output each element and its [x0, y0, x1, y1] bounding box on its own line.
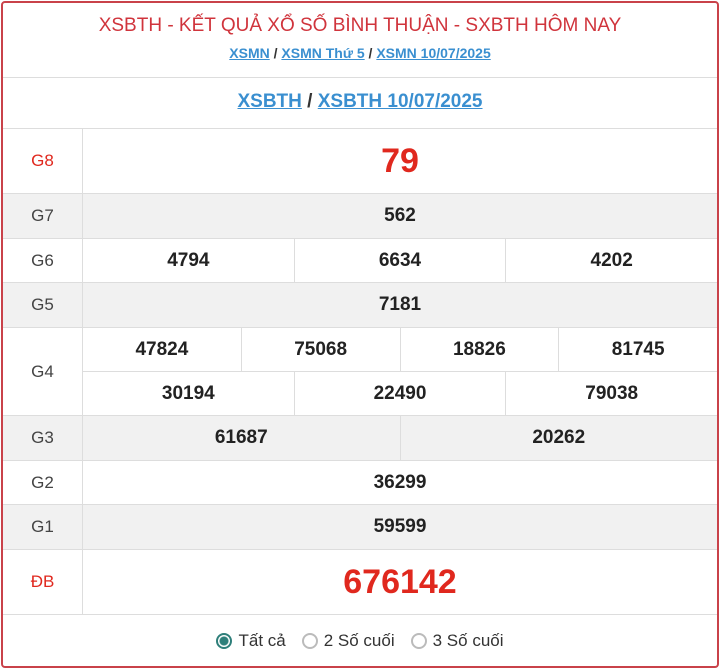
- prize-number: 20262: [399, 416, 718, 460]
- prize-number: 30194: [161, 382, 215, 404]
- prize-label: G4: [3, 328, 83, 415]
- link-xsmn[interactable]: XSMN: [229, 45, 270, 61]
- prize-row-g8: G8 79: [3, 129, 717, 194]
- breadcrumb: XSMN / XSMN Thứ 5 / XSMN 10/07/2025: [3, 45, 717, 61]
- prize-number: 6634: [293, 239, 506, 282]
- filter-label: 2 Số cuối: [323, 631, 395, 650]
- subnav: XSBTH / XSBTH 10/07/2025: [3, 78, 717, 129]
- prize-number: 79: [381, 141, 419, 180]
- prize-row-g4: G4 47824 75068 18826 81745 30194 22490 79038: [3, 328, 717, 416]
- prize-number: 59599: [373, 516, 427, 537]
- prize-label: G2: [3, 461, 83, 504]
- separator: /: [307, 91, 313, 112]
- prize-number: 4794: [167, 249, 210, 271]
- prize-number: 79038: [505, 372, 717, 415]
- link-xsbth-date[interactable]: XSBTH 10/07/2025: [317, 91, 483, 112]
- header: XSBTH - KẾT QUẢ XỔ SỐ BÌNH THUẬN - SXBTH…: [3, 3, 717, 78]
- filter-label: 3 Số cuối: [432, 631, 504, 650]
- prize-row-g1: G1 59599: [3, 505, 717, 550]
- digit-filter: Tất cả 2 Số cuối 3 Số cuối: [3, 615, 717, 666]
- prize-label: G7: [3, 194, 83, 238]
- filter-option[interactable]: 2 Số cuối: [301, 631, 395, 651]
- radio-icon[interactable]: [301, 633, 318, 649]
- prize-number: 18826: [399, 328, 559, 371]
- prize-number: 22490: [293, 372, 506, 415]
- link-xsmn-thu5[interactable]: XSMN Thứ 5: [281, 45, 365, 61]
- prize-number: 81745: [558, 328, 717, 371]
- prize-number: 36299: [373, 471, 427, 493]
- radio-icon[interactable]: [410, 633, 427, 649]
- prize-number: 7181: [378, 294, 422, 315]
- prize-number: 47824: [135, 338, 189, 360]
- prize-row-g7: G7 562: [3, 194, 717, 239]
- prize-row-g2: G2 36299: [3, 461, 717, 505]
- prize-row-g5: G5 7181: [3, 283, 717, 328]
- filter-label: Tất cả: [238, 631, 286, 650]
- prize-row-g6: G6 4794 6634 4202: [3, 239, 717, 283]
- prize-label: G5: [3, 283, 83, 327]
- prize-label: G3: [3, 416, 83, 460]
- prize-row-g3: G3 61687 20262: [3, 416, 717, 461]
- link-xsbth[interactable]: XSBTH: [237, 91, 302, 112]
- page-title: XSBTH - KẾT QUẢ XỔ SỐ BÌNH THUẬN - SXBTH…: [98, 15, 622, 36]
- prize-label: G8: [3, 129, 83, 193]
- prize-label: ĐB: [3, 550, 83, 614]
- separator: /: [368, 45, 373, 61]
- prize-number: 75068: [240, 328, 400, 371]
- separator: /: [273, 45, 278, 61]
- filter-option[interactable]: Tất cả: [216, 631, 286, 651]
- link-xsmn-date[interactable]: XSMN 10/07/2025: [376, 45, 491, 61]
- prize-number: 562: [384, 205, 416, 226]
- prize-row-đb: ĐB 676142: [3, 550, 717, 615]
- prize-label: G1: [3, 505, 83, 549]
- prize-number: 61687: [214, 427, 268, 448]
- radio-icon[interactable]: [216, 633, 233, 649]
- results-table: G8 79 G7 562 G6 4794 6634 4202 G5 7181 G4 47824 7506…: [3, 129, 717, 615]
- filter-option[interactable]: 3 Số cuối: [410, 631, 504, 651]
- prize-number: 676142: [343, 562, 457, 601]
- prize-label: G6: [3, 239, 83, 282]
- prize-number: 4202: [505, 239, 717, 282]
